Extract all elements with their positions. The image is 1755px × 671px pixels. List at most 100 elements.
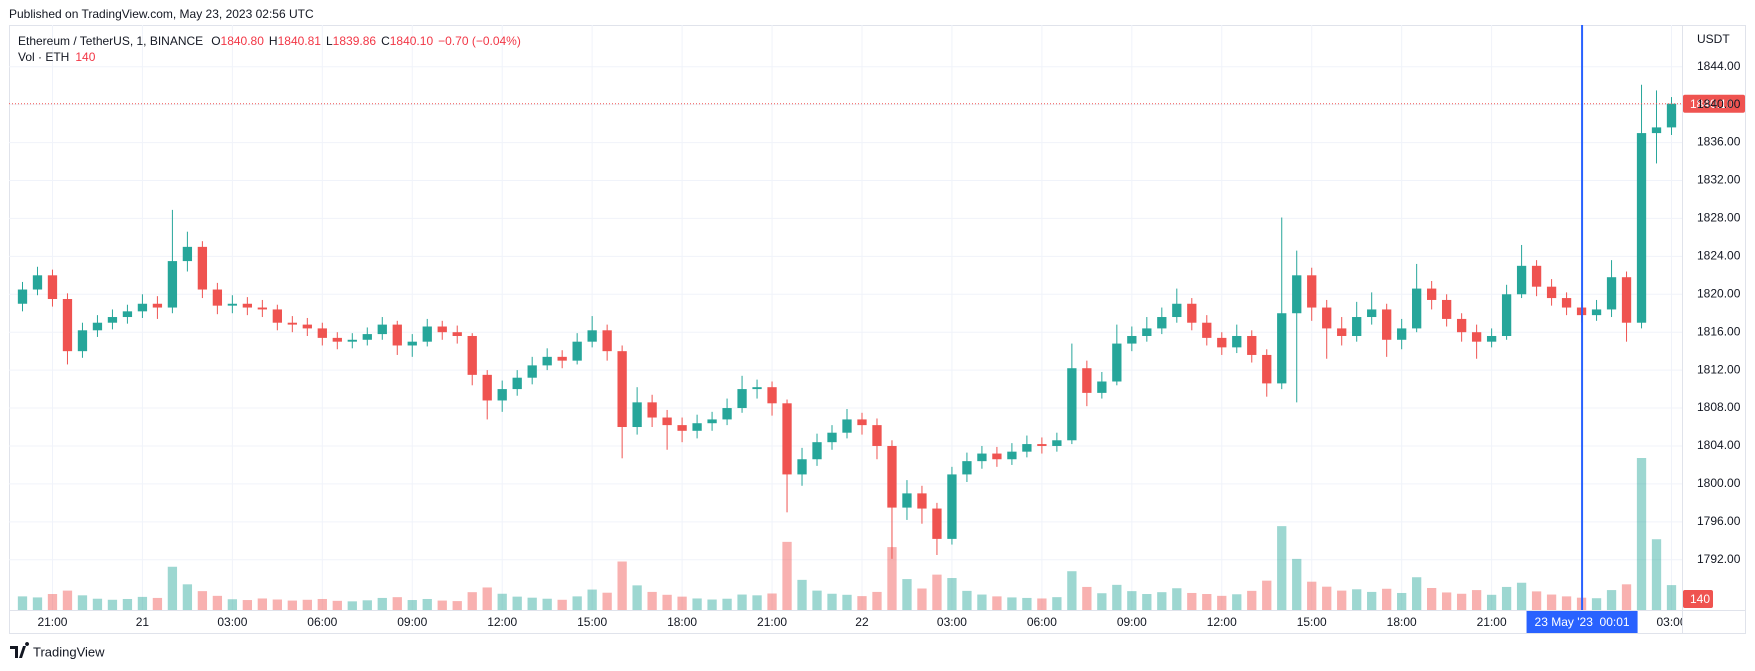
volume-bar (512, 596, 522, 610)
volume-bar (332, 600, 342, 610)
volume-bar (1516, 582, 1527, 610)
candle-body (1262, 354, 1272, 384)
x-tick-label: 12:00 (1207, 615, 1237, 629)
volume-bar (1247, 590, 1257, 610)
volume-bar (737, 594, 747, 610)
candle-body (542, 356, 552, 366)
candle-body (1202, 322, 1212, 338)
volume-bar (572, 596, 582, 610)
volume-bar (662, 594, 672, 610)
x-tick-label: 09:00 (1117, 615, 1147, 629)
candle-body (347, 339, 357, 342)
candle-body (1307, 275, 1317, 308)
candle-body (62, 299, 73, 352)
volume-bar (602, 592, 612, 610)
candle-body (857, 419, 867, 426)
candle-body (827, 432, 837, 443)
volume-bar (557, 599, 567, 610)
x-tick-label: 09:00 (397, 615, 427, 629)
volume-bar (1666, 585, 1677, 610)
volume-bar (1337, 590, 1347, 610)
candle-body (722, 408, 732, 420)
y-tick-label: 1808.00 (1697, 400, 1741, 414)
candle-body (332, 337, 342, 342)
legend-value: 1839.86 (333, 34, 377, 48)
volume-bar (1651, 539, 1662, 610)
volume-bar (212, 595, 223, 610)
crosshair-badge (1526, 611, 1638, 633)
y-tick-label: 1836.00 (1697, 135, 1741, 149)
volume-bar (47, 594, 58, 610)
y-tick-label: 1828.00 (1697, 211, 1741, 225)
candle-body (392, 324, 402, 346)
volume-bar (1187, 592, 1197, 610)
volume-bar (1307, 581, 1317, 610)
volume-bar (467, 592, 477, 610)
volume-pane (17, 458, 1677, 610)
candle-body (572, 341, 582, 361)
volume-bar (1441, 592, 1452, 610)
candle-body (1651, 127, 1662, 134)
y-tick-label: 1796.00 (1697, 514, 1741, 528)
x-tick-label: 18:00 (667, 615, 697, 629)
y-tick-label: 1820.00 (1697, 286, 1741, 300)
volume-bar (1367, 591, 1377, 610)
volume-bar (422, 598, 432, 610)
candle-body (1232, 335, 1242, 348)
volume-bar (677, 596, 687, 610)
legend: Ethereum / TetherUS, 1, BINANCE O1840.80 H… (18, 34, 521, 64)
candle-body (257, 307, 267, 310)
candle-body (662, 417, 672, 426)
volume-bar (977, 594, 987, 610)
candle-body (152, 303, 163, 308)
candle-body (92, 322, 103, 331)
candle-body (947, 474, 957, 539)
volume-bar (1142, 594, 1152, 610)
axis-unit: USDT (1697, 32, 1730, 46)
candle-body (1052, 440, 1062, 446)
volume-bar (1412, 577, 1422, 610)
volume-bar (992, 596, 1002, 610)
volume-title: Vol · ETH (18, 50, 69, 64)
candle-body (842, 419, 852, 433)
volume-bar (1621, 584, 1632, 610)
crosshair-label: 23 May '23 00:01 (1535, 615, 1630, 629)
overlay: 1840.10 140 23 May '23 00:01 (9, 25, 1745, 633)
candle-body (812, 442, 822, 460)
volume-bar (1277, 526, 1287, 610)
volume-bar (1322, 586, 1332, 610)
legend-key: L (326, 34, 333, 48)
volume-bar (497, 593, 507, 610)
x-tick-label: 15:00 (577, 615, 607, 629)
candle-body (1561, 298, 1572, 308)
candle-body (1471, 332, 1482, 342)
volume-bar (1232, 594, 1242, 610)
candle-body (227, 303, 238, 306)
candle-body (377, 324, 387, 335)
volume-bar (797, 579, 807, 610)
legend-key: H (269, 34, 278, 48)
x-tick-label: 21:00 (1477, 615, 1507, 629)
candle-body (917, 493, 927, 509)
volume-bar (1606, 590, 1617, 610)
volume-bar (1591, 598, 1602, 610)
volume-bar (872, 591, 882, 610)
candle-body (272, 309, 282, 323)
candle-body (317, 328, 327, 338)
volume-bar (92, 598, 103, 610)
candle-body (17, 289, 28, 304)
volume-bar (122, 598, 133, 610)
volume-bar (827, 593, 837, 610)
volume-bar (77, 595, 88, 610)
candle-body (1007, 451, 1017, 460)
volume-bar (587, 589, 597, 610)
x-tick-label: 06:00 (1027, 615, 1057, 629)
candle-body (452, 332, 462, 336)
candle-body (497, 389, 507, 401)
volume-bar (1082, 586, 1092, 610)
x-tick-label: 03:00 (217, 615, 247, 629)
volume-bar (1471, 590, 1482, 610)
volume-bar (1382, 588, 1392, 610)
legend-value: 1840.10 (390, 34, 434, 48)
candle-body (1501, 294, 1512, 336)
